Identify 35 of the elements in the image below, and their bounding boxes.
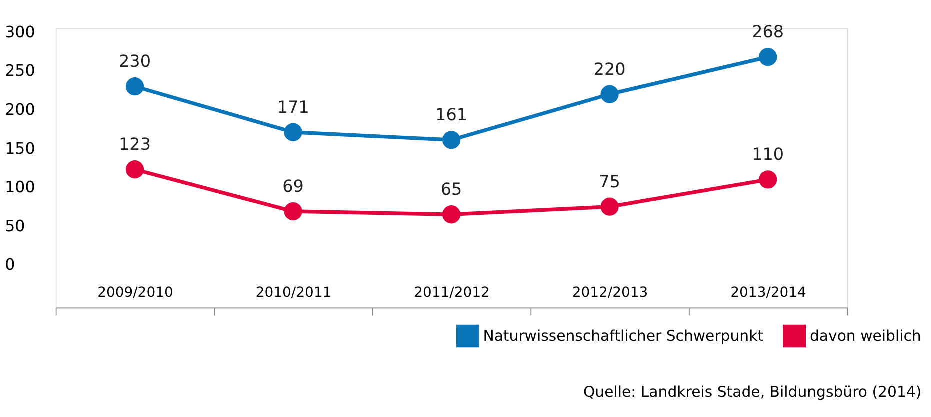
- x-tick-label: 2010/2011: [256, 285, 332, 302]
- data-label: 161: [436, 104, 468, 125]
- y-tick-label: 200: [5, 100, 36, 120]
- data-label: 220: [594, 58, 626, 79]
- y-tick-label: 250: [5, 61, 36, 80]
- point: [600, 85, 619, 104]
- point: [600, 198, 619, 216]
- x-tick-label: 2009/2010: [98, 285, 174, 302]
- data-label: 268: [752, 22, 784, 42]
- y-tick-label: 150: [5, 138, 36, 158]
- data-label: 75: [599, 171, 620, 192]
- x-tick-label: 2012/2013: [572, 285, 648, 302]
- y-tick-label: 50: [5, 216, 26, 236]
- data-label: 171: [277, 96, 310, 117]
- legend-label: Naturwissenschaftlicher Schwerpunkt: [483, 326, 764, 345]
- point: [126, 160, 144, 179]
- data-label: 123: [119, 134, 151, 154]
- x-tick-label: 2011/2012: [414, 285, 490, 302]
- source-note: Quelle: Landkreis Stade, Bildungsbüro (2014): [583, 383, 922, 402]
- point: [759, 170, 778, 189]
- point: [759, 48, 778, 66]
- point: [126, 78, 144, 96]
- point: [284, 123, 302, 142]
- point: [442, 131, 461, 150]
- point: [284, 202, 302, 221]
- data-label: 110: [752, 144, 784, 164]
- legend-label: davon weiblich: [810, 326, 922, 345]
- data-label: 230: [119, 51, 151, 72]
- y-tick-label: 0: [5, 255, 16, 274]
- data-label: 69: [282, 176, 304, 196]
- point: [442, 206, 461, 224]
- y-tick-label: 300: [5, 22, 36, 42]
- y-tick-label: 100: [5, 178, 36, 197]
- data-label: 65: [440, 179, 462, 200]
- x-tick-label: 2013/2014: [730, 285, 807, 302]
